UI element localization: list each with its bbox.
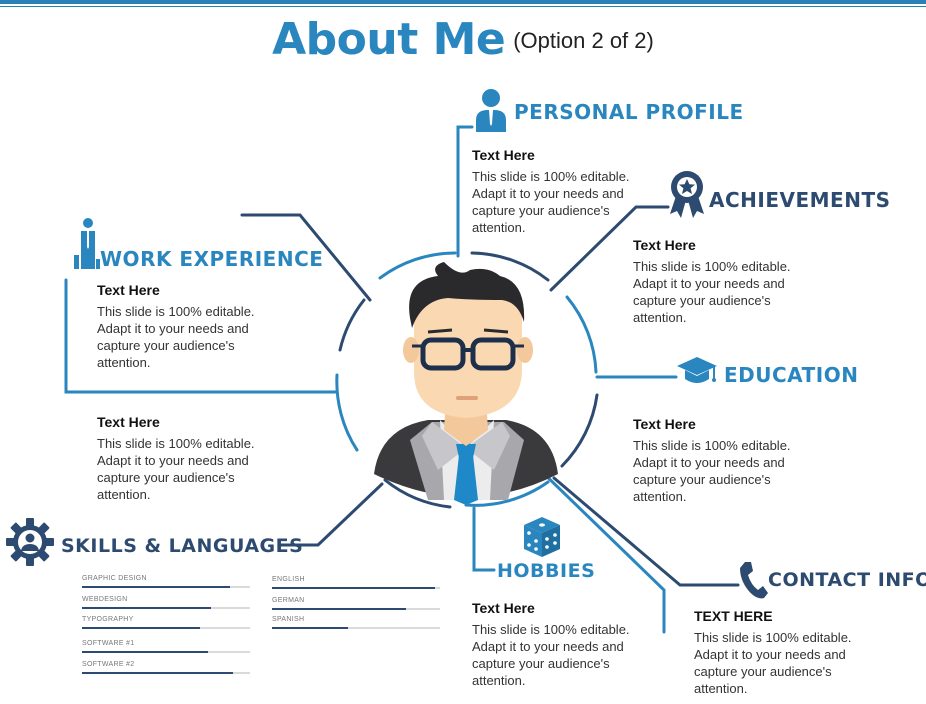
top-accent-line: [0, 6, 926, 7]
skill-bar-fill: [82, 627, 200, 629]
phone-icon: [740, 562, 768, 599]
language-bar-fill: [272, 627, 348, 629]
language-bar-fill: [272, 608, 407, 610]
left-middle-text: This slide is 100% editable. Adapt it to…: [97, 436, 255, 502]
connector-hobbies: [472, 506, 496, 572]
award-ribbon-icon: [670, 171, 704, 218]
worker-chart-icon: [74, 218, 100, 269]
dice-icon: [524, 517, 560, 557]
achievements-block: Text Here This slide is 100% editable. A…: [633, 237, 813, 326]
contact-info-text: This slide is 100% editable. Adapt it to…: [694, 630, 852, 696]
ring-arc-top-left: [378, 251, 457, 280]
ring-arc-bottom: [464, 480, 550, 507]
personal-profile-text: This slide is 100% editable. Adapt it to…: [472, 169, 630, 235]
skill-bar-track: [82, 627, 250, 629]
work-experience-text: This slide is 100% editable. Adapt it to…: [97, 304, 255, 370]
contact-info-title: TEXT HERE: [694, 608, 773, 624]
skill-bar-track: [82, 607, 250, 609]
hobbies-heading: HOBBIES: [497, 560, 596, 582]
work-experience-heading: WORK EXPERIENCE: [100, 247, 324, 271]
work-experience-block: Text Here This slide is 100% editable. A…: [97, 282, 265, 371]
work-experience-title: Text Here: [97, 282, 160, 298]
language-bar-track: [272, 587, 440, 589]
contact-info-block: TEXT HERE This slide is 100% editable. A…: [694, 608, 874, 697]
connector-achievements: [549, 205, 670, 292]
connector-work-box: [64, 278, 339, 394]
skill-label: SOFTWARE #1: [82, 640, 135, 647]
connector-work-top: [240, 213, 372, 302]
person-icon: [476, 89, 506, 132]
left-middle-title: Text Here: [97, 414, 160, 430]
title-sub: (Option 2 of 2): [513, 28, 654, 53]
achievements-title: Text Here: [633, 237, 696, 253]
ring-arc-bottom-left: [383, 478, 452, 509]
skill-label: TYPOGRAPHY: [82, 616, 134, 623]
connector-personal-profile: [456, 125, 474, 258]
top-accent-bar: [0, 0, 926, 4]
skill-label: WEBDESIGN: [82, 596, 128, 603]
language-bar-track: [272, 627, 440, 629]
education-heading: EDUCATION: [724, 363, 859, 387]
contact-info-heading: CONTACT INFO: [768, 569, 926, 591]
education-text: This slide is 100% editable. Adapt it to…: [633, 438, 791, 504]
skill-item: TYPOGRAPHY: [82, 616, 250, 629]
ring-arc-top-right: [470, 251, 550, 282]
ring-arc-left: [335, 373, 359, 452]
skill-bar-fill: [82, 672, 234, 674]
language-bar-fill: [272, 587, 435, 589]
graduation-cap-icon: [677, 357, 717, 383]
skill-bar-fill: [82, 607, 212, 609]
achievements-heading: ACHIEVEMENTS: [709, 188, 891, 212]
personal-profile-title: Text Here: [472, 147, 535, 163]
language-item: GERMAN: [272, 597, 440, 610]
skill-item: GRAPHIC DESIGN: [82, 575, 250, 588]
hobbies-title: Text Here: [472, 600, 535, 616]
language-label: SPANISH: [272, 616, 305, 623]
title-main: About Me: [272, 14, 506, 65]
personal-profile-heading: PERSONAL PROFILE: [514, 100, 744, 124]
education-block: Text Here This slide is 100% editable. A…: [633, 416, 813, 505]
skill-bar-track: [82, 586, 250, 588]
left-middle-block: Text Here This slide is 100% editable. A…: [97, 414, 265, 503]
skill-label: SOFTWARE #2: [82, 661, 135, 668]
connector-contact: [552, 476, 740, 587]
gear-person-icon: [6, 518, 54, 566]
ring-arc-bottom-right: [560, 393, 599, 468]
skill-bar-fill: [82, 586, 230, 588]
skill-item: WEBDESIGN: [82, 596, 250, 609]
skill-bar-track: [82, 672, 250, 674]
skills-languages-heading: SKILLS & LANGUAGES: [61, 535, 304, 557]
skill-bar-track: [82, 651, 250, 653]
language-bar-track: [272, 608, 440, 610]
achievements-text: This slide is 100% editable. Adapt it to…: [633, 259, 791, 325]
connector-skills: [278, 482, 384, 547]
education-title: Text Here: [633, 416, 696, 432]
skill-item: SOFTWARE #1: [82, 640, 250, 653]
portrait-illustration: [374, 262, 558, 505]
hobbies-text: This slide is 100% editable. Adapt it to…: [472, 622, 630, 688]
language-item: ENGLISH: [272, 576, 440, 589]
skill-item: SOFTWARE #2: [82, 661, 250, 674]
ring-arc-right: [565, 295, 598, 374]
skill-bar-fill: [82, 651, 208, 653]
skill-label: GRAPHIC DESIGN: [82, 575, 147, 582]
ring-arc-upper-left: [338, 298, 366, 352]
language-item: SPANISH: [272, 616, 440, 629]
personal-profile-block: Text Here This slide is 100% editable. A…: [472, 147, 632, 236]
connector-hobbies-right: [534, 464, 666, 634]
language-label: GERMAN: [272, 597, 305, 604]
hobbies-block: Text Here This slide is 100% editable. A…: [472, 600, 642, 689]
page-title: About Me (Option 2 of 2): [0, 14, 926, 65]
language-label: ENGLISH: [272, 576, 305, 583]
